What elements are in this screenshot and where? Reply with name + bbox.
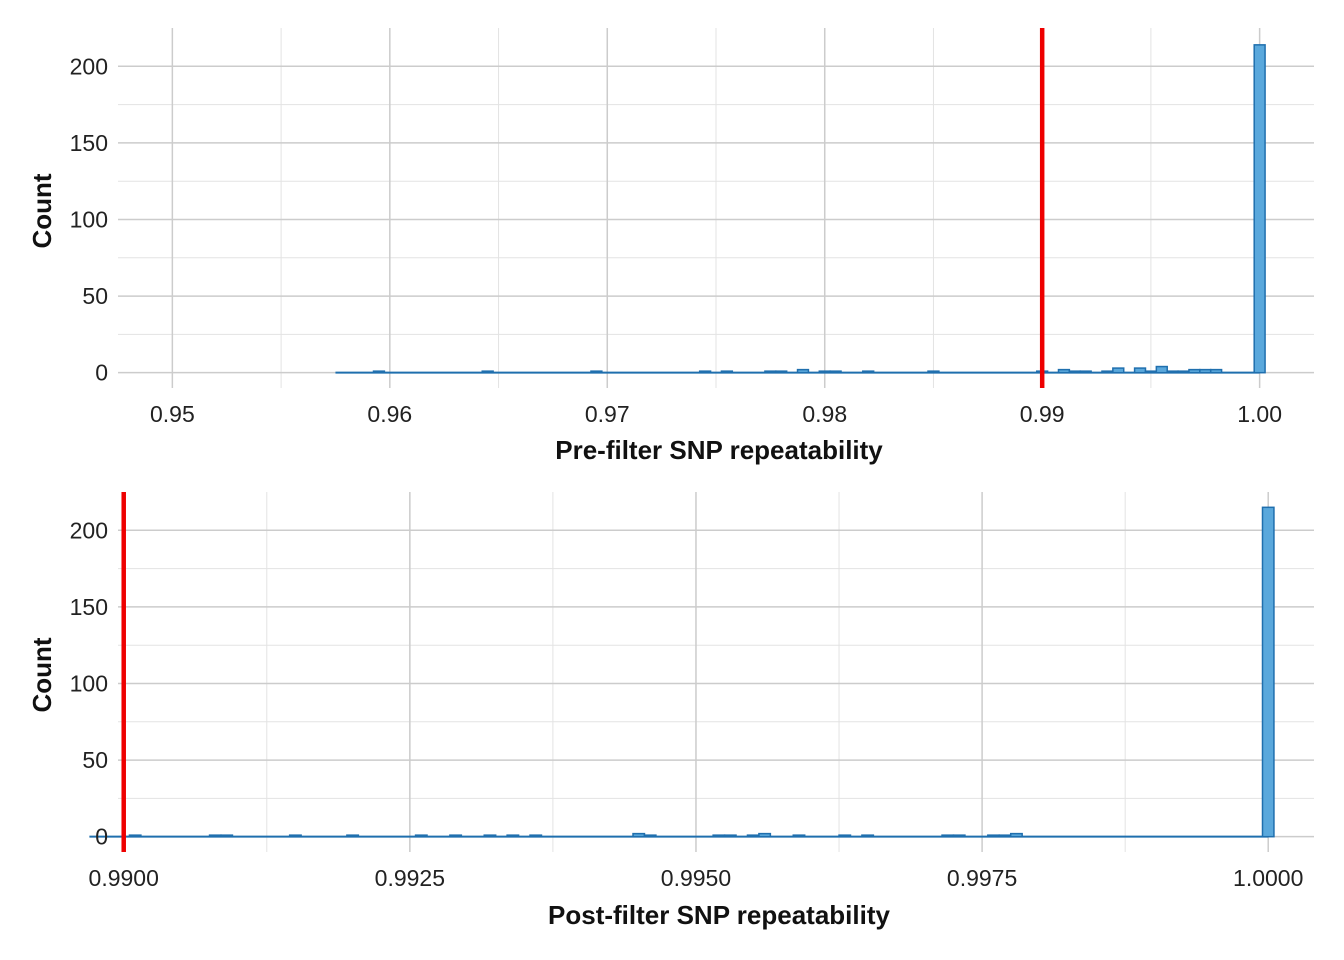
y-tick-label: 0 — [95, 824, 108, 850]
y-tick-label: 0 — [95, 360, 108, 386]
histogram-bar — [796, 368, 810, 374]
y-tick-labels: 0 50 100 150 200 — [70, 53, 108, 385]
y-tick-labels: 0 50 100 150 200 — [70, 517, 108, 849]
histogram-bar — [792, 834, 806, 838]
histogram-bar — [838, 834, 852, 838]
histogram-bar — [483, 834, 497, 838]
histogram-bar — [372, 370, 386, 374]
histogram-bar — [1253, 44, 1266, 374]
grid-lines — [118, 28, 1314, 388]
grid-lines — [118, 492, 1314, 852]
x-axis-title: Pre-filter SNP repeatability — [555, 435, 883, 465]
x-tick-label: 0.9900 — [89, 865, 159, 891]
histogram-bar — [288, 834, 302, 838]
histogram-bar — [952, 834, 966, 838]
histogram-bar — [1261, 506, 1275, 838]
histogram-bar — [1209, 368, 1223, 374]
histogram-bar — [862, 370, 875, 374]
histogram-bar — [998, 834, 1012, 838]
histogram-bar — [829, 370, 842, 374]
y-tick-label: 50 — [82, 747, 108, 773]
post-filter-histogram: 0.9900 0.9925 0.9950 0.9975 1.0000 0 50 100 150… — [27, 492, 1314, 930]
x-tick-label: 0.9925 — [375, 865, 445, 891]
y-tick-label: 200 — [70, 53, 108, 79]
x-tick-label: 0.9975 — [947, 865, 1017, 891]
y-tick-label: 150 — [70, 130, 108, 156]
y-tick-label: 50 — [82, 283, 108, 309]
x-tick-label: 0.95 — [150, 401, 195, 427]
histogram-bar — [346, 834, 360, 838]
histogram-bar — [128, 834, 142, 838]
histogram-bar — [481, 370, 494, 374]
histogram-bar — [506, 834, 520, 838]
histogram-bar — [712, 834, 726, 838]
histogram-bar — [220, 834, 234, 838]
y-tick-label: 200 — [70, 517, 108, 543]
histogram-bar — [764, 370, 777, 374]
histogram-bar — [529, 834, 543, 838]
x-tick-label: 0.97 — [585, 401, 630, 427]
histogram-bar — [927, 370, 940, 374]
histogram-bar — [1188, 368, 1201, 374]
histogram-bar — [1112, 367, 1125, 374]
y-tick-label: 100 — [70, 670, 108, 696]
histogram-bar — [861, 834, 875, 838]
histogram-bar — [590, 370, 603, 374]
histogram-bar — [746, 834, 760, 838]
histogram-bar — [1166, 370, 1179, 374]
histogram-bar — [632, 832, 646, 838]
x-tick-labels: 0.95 0.96 0.97 0.98 0.99 1.00 — [150, 401, 1282, 427]
histogram-bar — [1177, 370, 1190, 374]
histogram-bars — [335, 44, 1266, 374]
histogram-bar — [643, 834, 657, 838]
histogram-bar — [723, 834, 737, 838]
x-tick-label: 0.99 — [1020, 401, 1065, 427]
histogram-bar — [987, 834, 1001, 838]
histogram-bar — [208, 834, 222, 838]
y-tick-label: 100 — [70, 206, 108, 232]
histogram-bar — [1068, 370, 1081, 374]
histogram-bar — [1101, 370, 1114, 374]
x-tick-labels: 0.9900 0.9925 0.9950 0.9975 1.0000 — [89, 865, 1304, 891]
x-tick-label: 0.98 — [802, 401, 847, 427]
histogram-bar — [414, 834, 428, 838]
histogram-bar — [720, 370, 734, 374]
histogram-bar — [698, 370, 712, 374]
y-axis-title: Count — [27, 637, 57, 712]
pre-filter-histogram: 0.95 0.96 0.97 0.98 0.99 1.00 0 50 100 150 200 Pr… — [27, 28, 1314, 465]
histogram-bar — [941, 834, 955, 838]
x-tick-label: 0.9950 — [661, 865, 731, 891]
histogram-bar — [449, 834, 463, 838]
histogram-bar — [1199, 368, 1212, 374]
x-tick-label: 0.96 — [367, 401, 412, 427]
x-axis-title: Post-filter SNP repeatability — [548, 900, 890, 930]
histogram-bar — [1155, 365, 1168, 374]
histogram-bar — [818, 370, 831, 374]
histogram-bar — [1057, 368, 1071, 374]
x-tick-label: 1.0000 — [1233, 865, 1303, 891]
x-tick-label: 1.00 — [1237, 401, 1282, 427]
y-tick-label: 150 — [70, 594, 108, 620]
histogram-bars — [89, 506, 1275, 838]
y-axis-title: Count — [27, 173, 57, 248]
histogram-bar — [1079, 370, 1092, 374]
histogram-bar — [1133, 367, 1147, 374]
histogram-bar — [1144, 370, 1158, 374]
histogram-bar — [758, 832, 772, 838]
histogram-bar — [775, 370, 788, 374]
histogram-bar — [1009, 832, 1023, 838]
